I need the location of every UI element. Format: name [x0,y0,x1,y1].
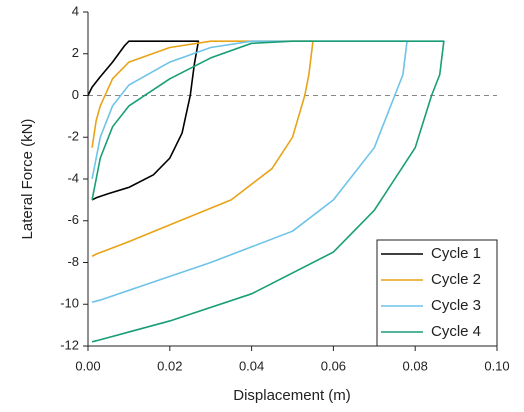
y-tick-label: 0 [72,87,79,102]
y-tick-label: -8 [67,254,79,269]
x-tick-label: 0.02 [157,358,182,373]
y-tick-label: -4 [67,170,79,185]
legend-label: Cycle 4 [431,323,481,340]
x-tick-label: 0.04 [239,358,264,373]
y-tick-label: -2 [67,129,79,144]
legend-label: Cycle 3 [431,297,481,314]
series-line [91,40,445,343]
x-tick-label: 0.00 [75,358,100,373]
y-tick-label: -10 [60,296,79,311]
series-line [91,40,408,303]
x-tick-label: 0.08 [403,358,428,373]
series-line [91,40,314,257]
x-tick-label: 0.10 [484,358,509,373]
legend-label: Cycle 2 [431,271,481,288]
y-axis-title: Lateral Force (kN) [19,119,36,240]
y-tick-label: 2 [72,45,79,60]
legend-label: Cycle 1 [431,245,481,262]
y-tick-label: 4 [72,3,79,18]
y-tick-label: -6 [67,212,79,227]
series-line [87,40,200,201]
y-tick-label: -12 [60,337,79,352]
legend-box [376,239,498,347]
x-axis-title: Displacement (m) [233,387,351,404]
x-tick-label: 0.06 [321,358,346,373]
